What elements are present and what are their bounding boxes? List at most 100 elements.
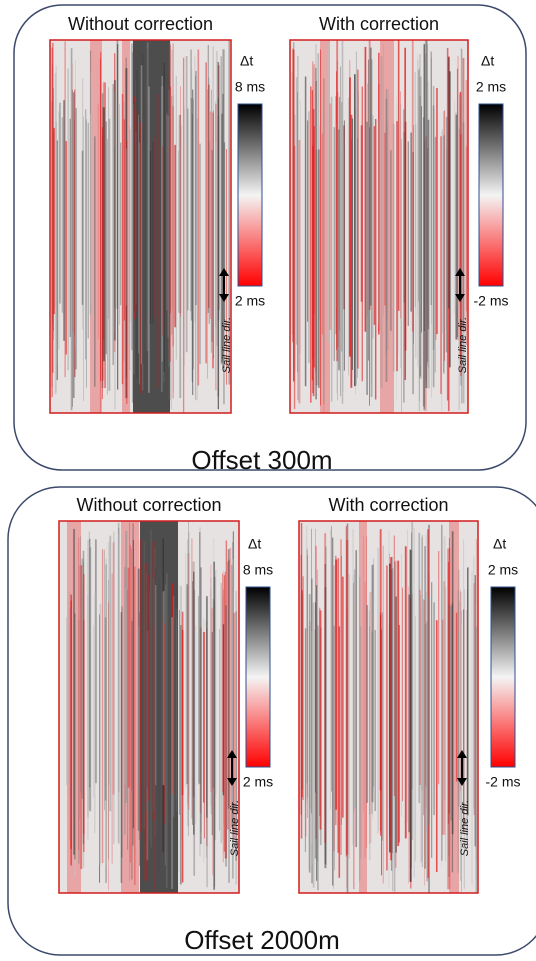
texture-stripe <box>424 44 425 332</box>
texture-stripe <box>324 79 325 405</box>
texture-stripe <box>390 150 392 331</box>
texture-stripe <box>448 549 449 890</box>
texture-stripe <box>381 56 383 387</box>
texture-stripe <box>339 626 341 877</box>
texture-stripe <box>404 122 406 351</box>
texture-stripe <box>100 52 101 381</box>
texture-stripe <box>108 87 109 319</box>
texture-stripe <box>227 561 228 829</box>
texture-stripe <box>211 589 212 786</box>
texture-stripe <box>438 551 439 784</box>
texture-stripe <box>80 565 82 869</box>
texture-stripe <box>102 549 103 863</box>
texture-stripe <box>309 622 311 809</box>
page: {"panels": [ {"caption": "Offset 300m", … <box>0 0 536 961</box>
texture-stripe <box>88 595 89 840</box>
texture-stripe <box>313 126 314 367</box>
texture-stripe <box>393 124 395 372</box>
texture-stripe <box>144 99 145 309</box>
texture-stripe <box>354 569 355 808</box>
texture-stripe <box>325 546 327 864</box>
texture-stripe <box>374 126 375 325</box>
panel-caption: Offset 2000m <box>184 925 340 955</box>
texture-stripe <box>320 610 322 829</box>
texture-stripe <box>73 92 74 398</box>
texture-stripe <box>93 625 94 797</box>
texture-stripe <box>127 530 128 837</box>
texture-stripe <box>373 558 374 787</box>
texture-stripe <box>184 108 185 366</box>
texture-stripe <box>198 596 199 785</box>
texture-stripe <box>408 142 409 326</box>
texture-stripe <box>179 610 180 815</box>
texture-stripe <box>426 621 428 881</box>
texture-stripe <box>297 92 298 372</box>
sail-line-label: Sail line dir. <box>229 800 241 856</box>
texture-stripe <box>187 539 189 826</box>
texture-stripe <box>331 97 333 402</box>
texture-stripe <box>168 116 169 338</box>
texture-stripe <box>85 109 86 359</box>
texture-stripe <box>317 53 319 385</box>
texture-stripe <box>387 614 388 786</box>
texture-stripe <box>352 118 353 369</box>
colorbar-max: 2 ms <box>476 79 506 95</box>
texture-stripe <box>216 142 217 380</box>
texture-stripe <box>342 577 344 818</box>
texture-stripe <box>365 582 366 858</box>
texture-stripe <box>405 546 407 838</box>
texture-stripe <box>298 140 300 403</box>
texture-stripe <box>205 62 206 363</box>
texture-stripe <box>206 598 208 888</box>
texture-stripe <box>348 98 349 376</box>
texture-stripe <box>366 605 368 803</box>
texture-stripe <box>415 72 416 307</box>
texture-stripe <box>66 141 67 354</box>
texture-stripe <box>460 589 461 791</box>
texture-stripe <box>387 89 389 350</box>
texture-stripe <box>58 111 59 349</box>
colorbar-symbol: Δt <box>493 536 506 552</box>
texture-stripe <box>140 122 141 393</box>
texture-stripe <box>339 97 340 331</box>
texture-stripe <box>342 41 344 404</box>
texture-stripe <box>186 56 188 352</box>
seismic-image <box>59 521 239 893</box>
texture-stripe <box>132 52 133 403</box>
texture-stripe <box>148 86 150 392</box>
texture-stripe <box>450 606 452 821</box>
texture-stripe <box>225 605 227 866</box>
texture-stripe <box>426 534 427 833</box>
texture-stripe <box>175 621 176 793</box>
texture-stripe <box>340 539 341 855</box>
texture-stripe <box>449 538 450 814</box>
texture-stripe <box>315 602 316 792</box>
texture-stripe <box>134 567 135 886</box>
texture-stripe <box>440 136 442 394</box>
colorbar-min: 2 ms <box>243 774 273 790</box>
texture-stripe <box>94 136 95 386</box>
texture-stripe <box>380 615 381 836</box>
texture-stripe <box>173 106 174 346</box>
colorbar-min: -2 ms <box>486 774 521 790</box>
texture-stripe <box>466 146 467 311</box>
texture-stripe <box>369 592 370 860</box>
texture-stripe <box>146 572 147 812</box>
texture-stripe <box>181 125 182 313</box>
sail-line-label: Sail line dir. <box>221 317 233 373</box>
texture-stripe <box>132 523 133 845</box>
texture-stripe <box>360 627 361 859</box>
texture-stripe <box>476 627 477 893</box>
image-title: Without correction <box>68 14 213 34</box>
texture-stripe <box>127 568 129 788</box>
texture-stripe <box>408 586 409 883</box>
texture-stripe <box>332 538 333 886</box>
texture-stripe <box>182 630 183 882</box>
texture-stripe <box>446 147 448 331</box>
texture-stripe <box>363 536 364 812</box>
texture-stripe <box>195 71 196 305</box>
texture-stripe <box>378 119 379 324</box>
texture-stripe <box>422 535 423 867</box>
texture-stripe <box>207 89 208 378</box>
texture-stripe <box>112 84 114 365</box>
